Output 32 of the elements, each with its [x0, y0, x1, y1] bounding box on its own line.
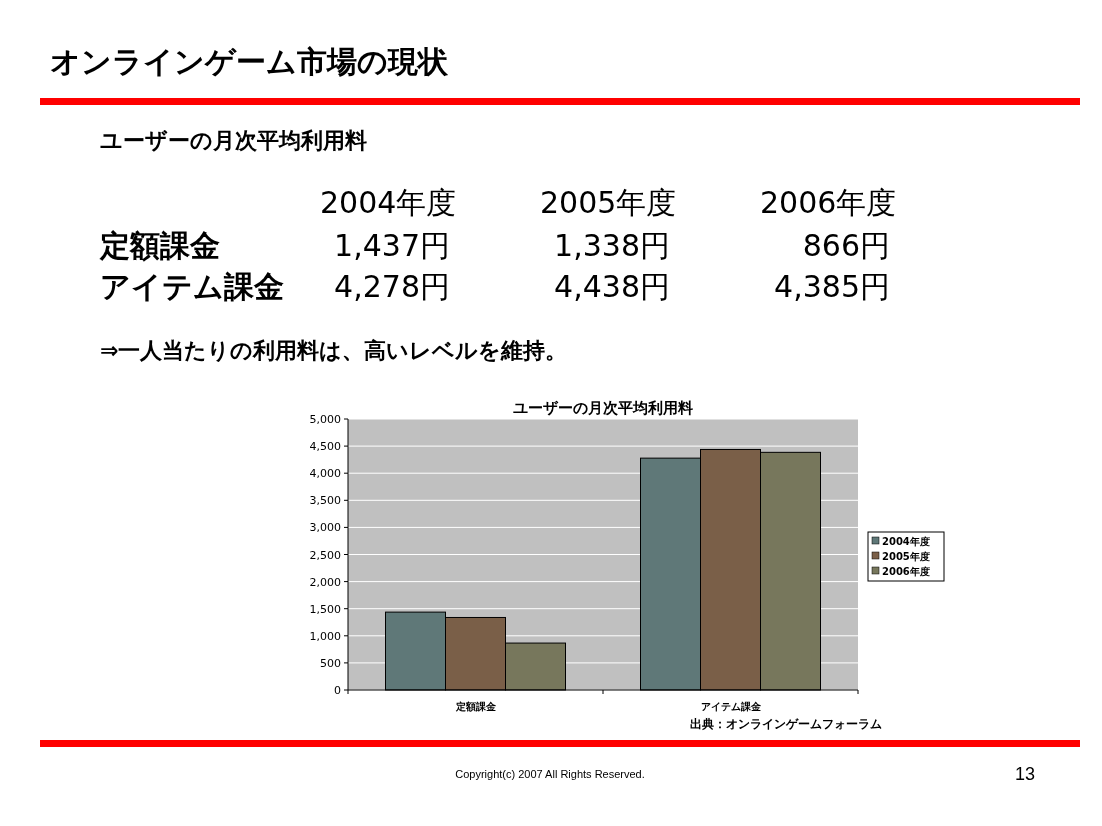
legend-label: 2005年度 [882, 551, 930, 562]
text: ユーザーの月次平均利用料 [513, 399, 693, 417]
legend-label: 2004年度 [882, 536, 930, 547]
y-tick-label: 1,500 [309, 602, 341, 616]
y-tick-label: 2,000 [309, 575, 341, 589]
y-tick-label: 5,000 [309, 413, 341, 426]
text: 13 [1014, 764, 1035, 784]
text: 4,278円 [334, 269, 450, 304]
y-tick-label: 4,500 [309, 440, 341, 454]
text: ⇒一人当たりの利用料は、高いレベルを維持。 [100, 338, 568, 363]
text: 1,437円 [334, 228, 450, 263]
text: 定額課金 [99, 228, 220, 263]
chart-title: オンラインゲーム市場の現状 [50, 44, 449, 79]
source-note: 出典：オンラインゲームフォーラム [690, 717, 882, 731]
chart-subtitle: ユーザーの月次平均利用料 [100, 128, 367, 153]
text: 4,385円 [774, 269, 890, 304]
y-tick-label: 4,000 [309, 467, 341, 481]
text: 4,438円 [554, 269, 670, 304]
y-tick-label: 0 [334, 684, 341, 697]
y-tick-label: 3,500 [309, 494, 341, 508]
text: 1,338円 [554, 228, 670, 263]
text: 866円 [802, 228, 890, 263]
text: 2006年度 [760, 185, 897, 220]
text: 2005年度 [540, 185, 677, 220]
y-tick-label: 3,000 [309, 521, 341, 535]
text: Copyright(c) 2007 All Rights Reserved. [455, 768, 645, 780]
y-tick-label: 1,000 [309, 629, 341, 643]
y-tick-label: 500 [320, 656, 341, 670]
text: アイテム課金 [100, 269, 284, 304]
legend-label: 2006年度 [882, 566, 930, 577]
text: 2004年度 [320, 185, 457, 220]
y-tick-label: 2,500 [309, 548, 341, 562]
